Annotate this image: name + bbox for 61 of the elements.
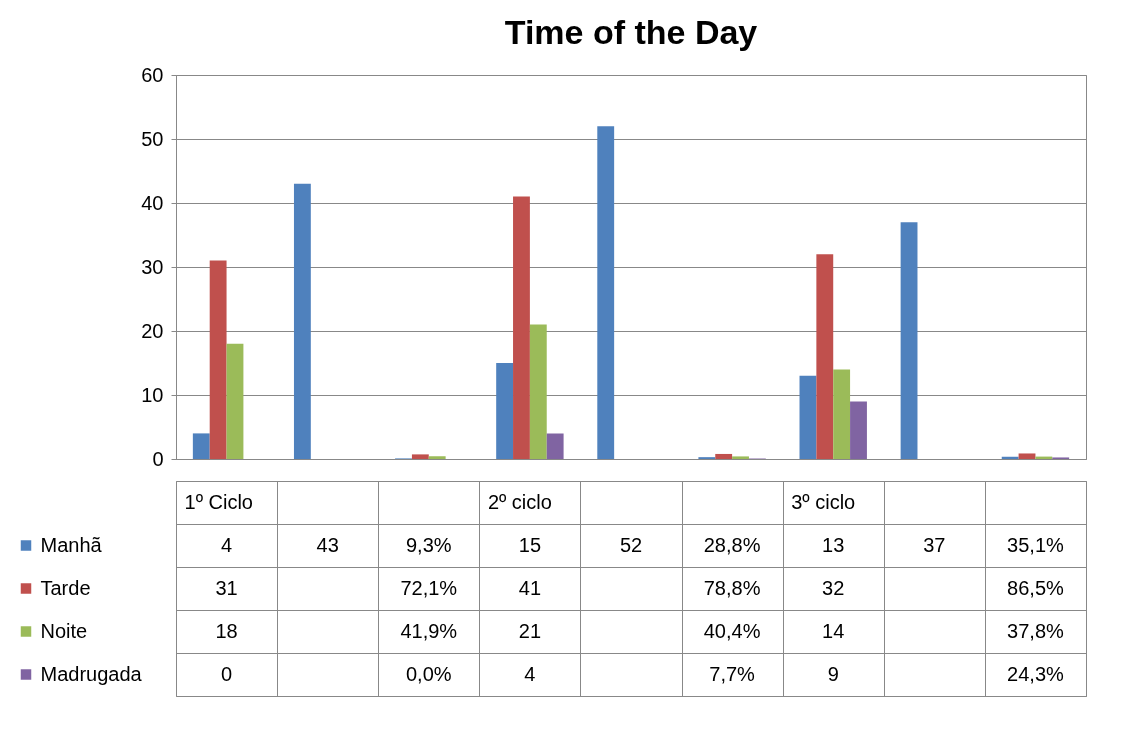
bar [546,433,564,459]
data-label: 13 [822,533,845,556]
data-label: 37 [923,533,946,556]
data-label: 28,8% [703,533,761,556]
data-label: 40,4% [703,619,761,642]
bar [900,222,918,459]
data-label: 21 [518,619,542,642]
data-label: 78,8% [703,576,761,599]
y-tick-label: 10 [141,383,164,406]
data-label: 37,8% [1007,619,1065,642]
bar [428,456,446,459]
bar [192,433,210,459]
chart-title: Time of the Day [504,13,758,51]
y-tick-label: 30 [141,255,164,278]
y-tick-label: 60 [141,63,164,86]
data-label: 14 [822,619,845,642]
bar [529,324,547,459]
bar [209,260,227,459]
data-label: 41 [518,576,542,599]
y-tick-label: 20 [141,319,164,342]
x-tick-label: 2º ciclo [487,490,552,513]
bar [293,183,311,459]
data-label: 0,0% [405,662,452,685]
y-tick-label: 0 [152,447,164,470]
bar [597,126,615,459]
y-tick-label: 50 [141,127,164,150]
y-tick-label: 40 [141,191,164,214]
data-label: 43 [316,533,339,556]
legend-label: Tarde [40,577,91,599]
legend-label: Madrugada [40,663,143,685]
data-label: 9,3% [405,533,452,556]
data-label: 31 [215,576,238,599]
bar [411,454,429,459]
data-label: 18 [215,619,238,642]
bar [799,375,817,459]
legend-label: Manhã [40,534,103,556]
legend-label: Noite [40,620,88,642]
bar [715,453,733,459]
data-label: 15 [518,533,542,556]
data-label: 72,1% [400,576,458,599]
data-label: 32 [822,576,845,599]
bar [833,369,851,459]
bar [732,456,749,459]
data-label: 9 [827,662,839,685]
data-label: 4 [220,533,233,556]
x-tick-label: 1º Ciclo [184,490,253,513]
data-label: 52 [619,533,643,556]
data-label: 0 [220,662,233,685]
x-tick-label: 3º ciclo [791,490,856,513]
bar [226,343,244,459]
data-label: 35,1% [1007,533,1065,556]
data-label: 4 [524,662,536,685]
data-label: 41,9% [400,619,458,642]
bar [850,401,867,459]
bar [816,254,834,459]
bar [496,363,514,459]
data-label: 86,5% [1007,576,1065,599]
bar [1018,453,1036,459]
data-label: 24,3% [1007,662,1065,685]
data-label: 7,7% [709,662,756,685]
bar [513,196,530,459]
